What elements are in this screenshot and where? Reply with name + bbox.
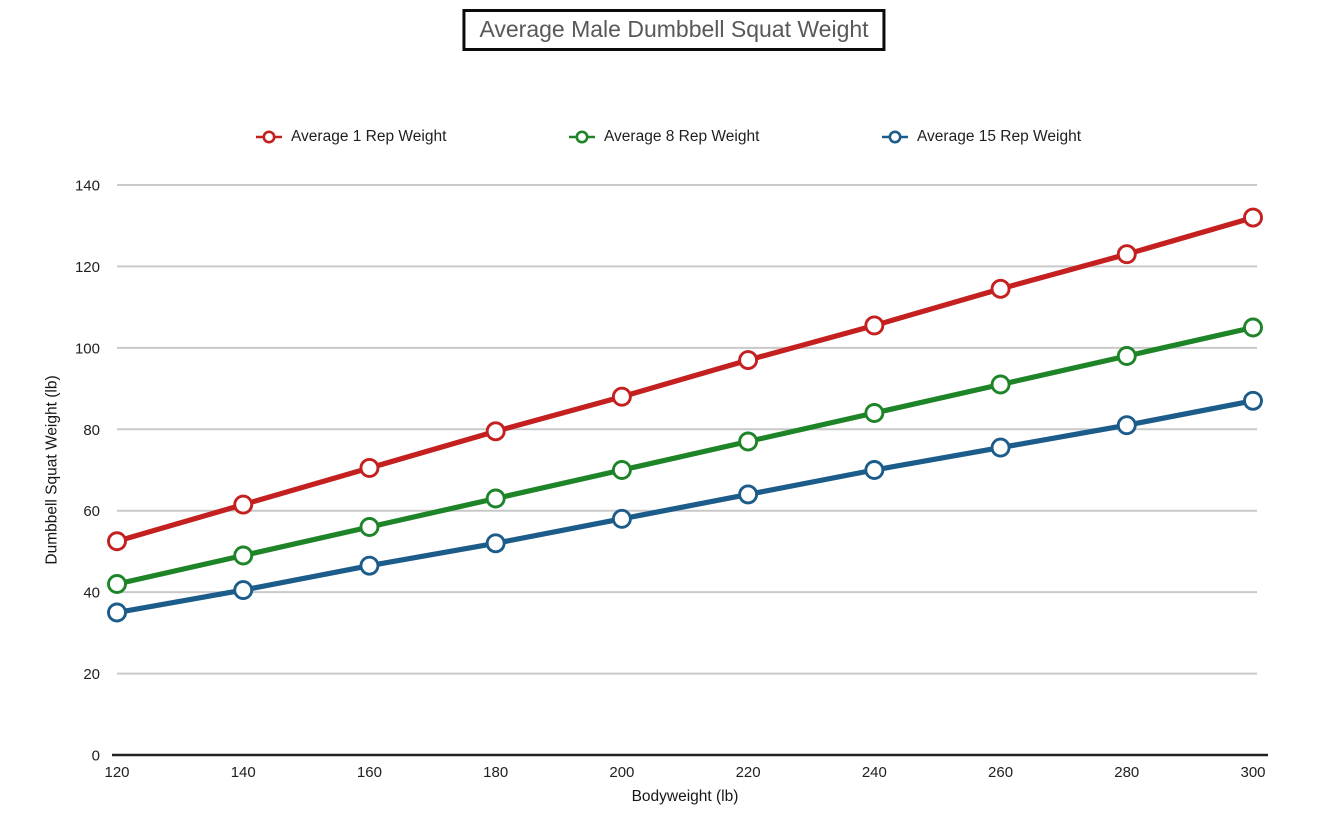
svg-text:140: 140 [231,764,256,781]
svg-text:120: 120 [75,259,100,276]
legend-label: Average 8 Rep Weight [604,128,760,145]
svg-text:140: 140 [75,178,100,195]
svg-text:80: 80 [83,422,100,439]
line-point-marker-icon [569,129,595,145]
svg-text:0: 0 [92,748,100,765]
x-axis-title: Bodyweight (lb) [631,788,739,805]
legend-item-15-rep: Average 15 Rep Weight [882,127,1081,147]
y-axis-title: Dumbbell Squat Weight (lb) [44,375,61,565]
line-point-marker-icon [256,129,282,145]
svg-text:40: 40 [83,585,100,602]
svg-text:20: 20 [83,666,100,683]
legend-item-8-rep: Average 8 Rep Weight [569,127,759,147]
legend-item-1-rep: Average 1 Rep Weight [256,127,446,147]
svg-text:260: 260 [988,764,1013,781]
svg-text:120: 120 [104,764,129,781]
svg-text:200: 200 [609,764,634,781]
y-axis-title-wrap: Dumbbell Squat Weight (lb) [41,185,65,755]
svg-text:160: 160 [357,764,382,781]
chart-title: Average Male Dumbbell Squat Weight [462,9,886,51]
line-point-marker-icon [882,129,908,145]
svg-text:180: 180 [483,764,508,781]
svg-text:220: 220 [736,764,761,781]
svg-text:280: 280 [1114,764,1139,781]
legend-label: Average 1 Rep Weight [291,128,447,145]
legend-label: Average 15 Rep Weight [917,128,1082,145]
svg-text:60: 60 [83,503,100,520]
svg-text:100: 100 [75,340,100,357]
svg-text:240: 240 [862,764,887,781]
svg-text:300: 300 [1240,764,1265,781]
